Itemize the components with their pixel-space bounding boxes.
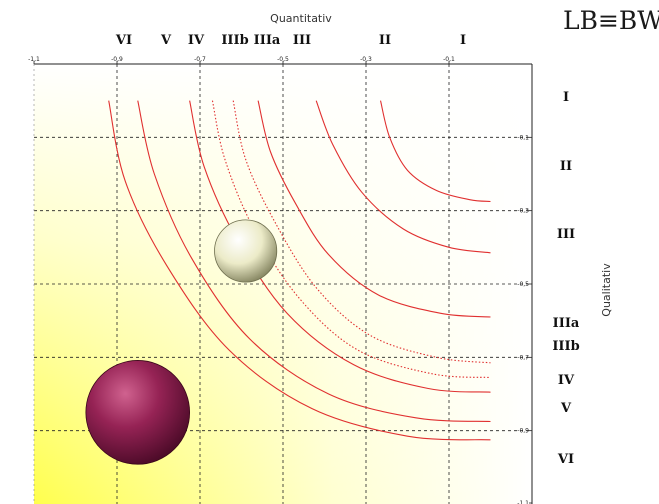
y-tick-label: -0,1	[517, 134, 529, 141]
y-tick-label: -0,9	[517, 428, 529, 435]
y-tick-label: -0,5	[517, 281, 529, 288]
x-category-vi: VI	[115, 33, 132, 48]
y-category-ii: II	[560, 159, 572, 174]
x-category-iiia: IIIa	[254, 33, 281, 48]
curves	[108, 100, 491, 441]
x-tick-label: -0,3	[360, 56, 372, 63]
y-axis-label: Qualitativ	[600, 263, 613, 317]
x-tick-label: -0,1	[443, 56, 455, 63]
x-category-iv: IV	[188, 33, 205, 48]
x-tick-label: -0,9	[111, 56, 123, 63]
x-tick-label: -0,7	[194, 56, 206, 63]
x-category-labels: VI V IV IIIb IIIa III II I	[115, 33, 466, 48]
curve-ii	[315, 100, 491, 254]
x-category-ii: II	[379, 33, 391, 48]
x-tick-labels: -1,1 -0,9 -0,7 -0,5 -0,3 -0,1	[28, 56, 455, 64]
y-category-vi: VI	[557, 452, 574, 467]
curve-v	[137, 100, 491, 423]
x-category-i: I	[460, 33, 466, 48]
y-tick-label: -0,3	[517, 208, 529, 215]
x-tick-label: -1,1	[28, 56, 40, 63]
bubbles	[85, 219, 278, 465]
logo-text: LB≡BW	[563, 6, 659, 35]
y-category-iii: III	[557, 227, 575, 242]
x-axis-label: Quantitativ	[270, 12, 332, 25]
bubble-small	[214, 219, 278, 283]
curve-iiib	[211, 100, 491, 379]
y-tick-label: -0,7	[517, 354, 529, 361]
y-category-iiia: IIIa	[553, 316, 580, 331]
x-category-v: V	[160, 33, 172, 48]
curve-iiia	[232, 100, 491, 364]
x-category-iii: III	[293, 33, 311, 48]
curve-iii	[257, 100, 491, 318]
y-tick-labels: -0,1 -0,3 -0,5 -0,7 -0,9 -1,1	[517, 134, 532, 504]
curve-vi	[108, 100, 491, 441]
y-category-iiib: IIIb	[552, 339, 579, 354]
logo: LB≡BW	[563, 4, 659, 36]
x-category-iiib: IIIb	[221, 33, 248, 48]
curve-iv	[189, 100, 491, 393]
y-category-i: I	[563, 90, 569, 105]
x-tick-label: -0,5	[277, 56, 289, 63]
y-tick-label: -1,1	[517, 500, 529, 504]
bubble-large	[85, 360, 191, 465]
y-category-v: V	[560, 401, 572, 416]
y-category-iv: IV	[558, 373, 575, 388]
curve-i	[379, 100, 491, 203]
